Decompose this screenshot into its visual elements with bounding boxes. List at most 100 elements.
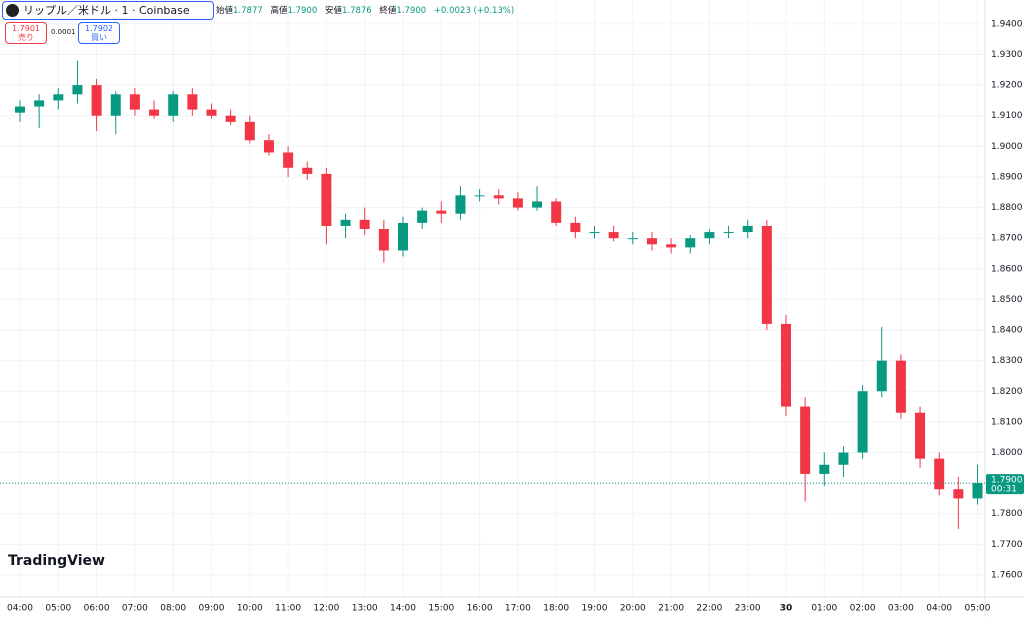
countdown: 00:31 bbox=[991, 485, 1017, 495]
sell-button[interactable]: 1.7901 売り bbox=[5, 22, 47, 44]
ohlc-value: 1.7876 bbox=[341, 6, 372, 16]
candle-body bbox=[455, 195, 466, 214]
symbol-header[interactable]: リップル／米ドル · 1 · Coinbase bbox=[2, 1, 214, 20]
candle-body bbox=[378, 229, 389, 251]
candle-body bbox=[474, 195, 485, 197]
x-tick-label: 11:00 bbox=[275, 604, 301, 614]
y-tick-label: 1.7600 bbox=[991, 570, 1023, 580]
candle-body bbox=[934, 458, 945, 490]
x-tick-label: 02:00 bbox=[850, 604, 876, 614]
candle-body bbox=[493, 195, 504, 199]
buy-price: 1.7902 bbox=[85, 24, 113, 33]
x-tick-label: 14:00 bbox=[390, 604, 416, 614]
sell-label: 売り bbox=[18, 33, 34, 42]
symbol-icon bbox=[6, 4, 19, 17]
candle-body bbox=[608, 232, 619, 239]
candle-body bbox=[244, 121, 255, 141]
spread: 0.0001 bbox=[51, 28, 76, 36]
candle-body bbox=[283, 152, 294, 168]
y-tick-label: 1.8600 bbox=[991, 264, 1023, 274]
candle-body bbox=[761, 225, 772, 324]
x-tick-label: 17:00 bbox=[505, 604, 531, 614]
x-tick-label: 23:00 bbox=[735, 604, 761, 614]
ohlc-label: 始値 bbox=[216, 6, 234, 16]
y-tick-label: 1.8500 bbox=[991, 295, 1023, 305]
x-tick-label: 13:00 bbox=[352, 604, 378, 614]
candle-body bbox=[417, 210, 428, 223]
candle-body bbox=[915, 412, 926, 459]
x-tick-label: 21:00 bbox=[658, 604, 684, 614]
y-tick-label: 1.9000 bbox=[991, 142, 1023, 152]
candle-body bbox=[895, 360, 906, 413]
y-tick-label: 1.7800 bbox=[991, 509, 1023, 519]
candle-body bbox=[321, 173, 332, 226]
candle-body bbox=[570, 222, 581, 233]
candle-body bbox=[742, 225, 753, 233]
price-tag-label: 1.7900 bbox=[991, 476, 1023, 486]
x-tick-label: 30 bbox=[780, 604, 793, 614]
y-tick-label: 1.8400 bbox=[991, 326, 1023, 336]
x-tick-label: 05:00 bbox=[45, 604, 71, 614]
symbol-name: リップル／米ドル · 1 · Coinbase bbox=[23, 4, 190, 17]
y-tick-label: 1.8800 bbox=[991, 203, 1023, 213]
x-tick-label: 03:00 bbox=[888, 604, 914, 614]
sell-price: 1.7901 bbox=[12, 24, 40, 33]
y-tick-label: 1.8900 bbox=[991, 172, 1023, 182]
x-tick-label: 15:00 bbox=[428, 604, 454, 614]
buy-button[interactable]: 1.7902 買い bbox=[78, 22, 120, 44]
x-tick-label: 04:00 bbox=[926, 604, 952, 614]
candle-body bbox=[953, 489, 964, 499]
candle-body bbox=[129, 94, 140, 110]
y-tick-label: 1.9300 bbox=[991, 50, 1023, 60]
buy-label: 買い bbox=[91, 33, 107, 42]
candle-body bbox=[723, 232, 734, 234]
candle-body bbox=[53, 94, 64, 101]
candle-body bbox=[781, 323, 791, 407]
x-tick-label: 20:00 bbox=[620, 604, 646, 614]
y-tick-label: 1.9100 bbox=[991, 111, 1023, 121]
candle-body bbox=[187, 94, 198, 110]
x-tick-label: 09:00 bbox=[199, 604, 225, 614]
ohlc-value: 1.7900 bbox=[396, 6, 427, 16]
x-tick-label: 08:00 bbox=[160, 604, 186, 614]
candle-body bbox=[206, 109, 217, 116]
candle-body bbox=[512, 198, 523, 208]
y-tick-label: 1.9400 bbox=[991, 19, 1023, 29]
candle-body bbox=[91, 85, 102, 116]
ohlc-label: 安値 bbox=[324, 6, 342, 16]
x-tick-label: 06:00 bbox=[84, 604, 110, 614]
candle-body bbox=[819, 464, 830, 474]
candle-body bbox=[704, 232, 715, 239]
ohlc-value: 1.7900 bbox=[287, 6, 318, 16]
x-tick-label: 10:00 bbox=[237, 604, 263, 614]
candle-body bbox=[436, 210, 447, 214]
candle-body bbox=[551, 201, 562, 223]
candle-body bbox=[646, 238, 657, 245]
x-tick-label: 07:00 bbox=[122, 604, 148, 614]
candle-body bbox=[110, 94, 121, 116]
candle-body bbox=[857, 391, 868, 453]
x-tick-label: 22:00 bbox=[696, 604, 722, 614]
ohlc-legend: 始値1.7877 高値1.7900 安値1.7876 終値1.7900 +0.0… bbox=[216, 4, 519, 16]
x-tick-label: 16:00 bbox=[467, 604, 493, 614]
candle-body bbox=[340, 219, 351, 226]
x-tick-label: 01:00 bbox=[811, 604, 837, 614]
ohlc-value: 1.7877 bbox=[233, 6, 263, 16]
candle-body bbox=[627, 238, 638, 240]
ohlc-label: 高値 bbox=[270, 6, 288, 16]
candle-body bbox=[225, 115, 236, 122]
x-tick-label: 18:00 bbox=[543, 604, 569, 614]
price-tag bbox=[986, 474, 1024, 495]
candle-body bbox=[149, 109, 160, 116]
y-tick-label: 1.9200 bbox=[991, 81, 1023, 91]
candle-body bbox=[972, 483, 983, 499]
y-tick-label: 1.8000 bbox=[991, 448, 1023, 458]
change: +0.0023 (+0.13%) bbox=[433, 6, 515, 16]
candle-body bbox=[685, 238, 696, 248]
logo: TradingView bbox=[8, 553, 105, 569]
candle-body bbox=[398, 222, 408, 251]
candle-body bbox=[263, 140, 274, 153]
candle-body bbox=[666, 244, 677, 248]
